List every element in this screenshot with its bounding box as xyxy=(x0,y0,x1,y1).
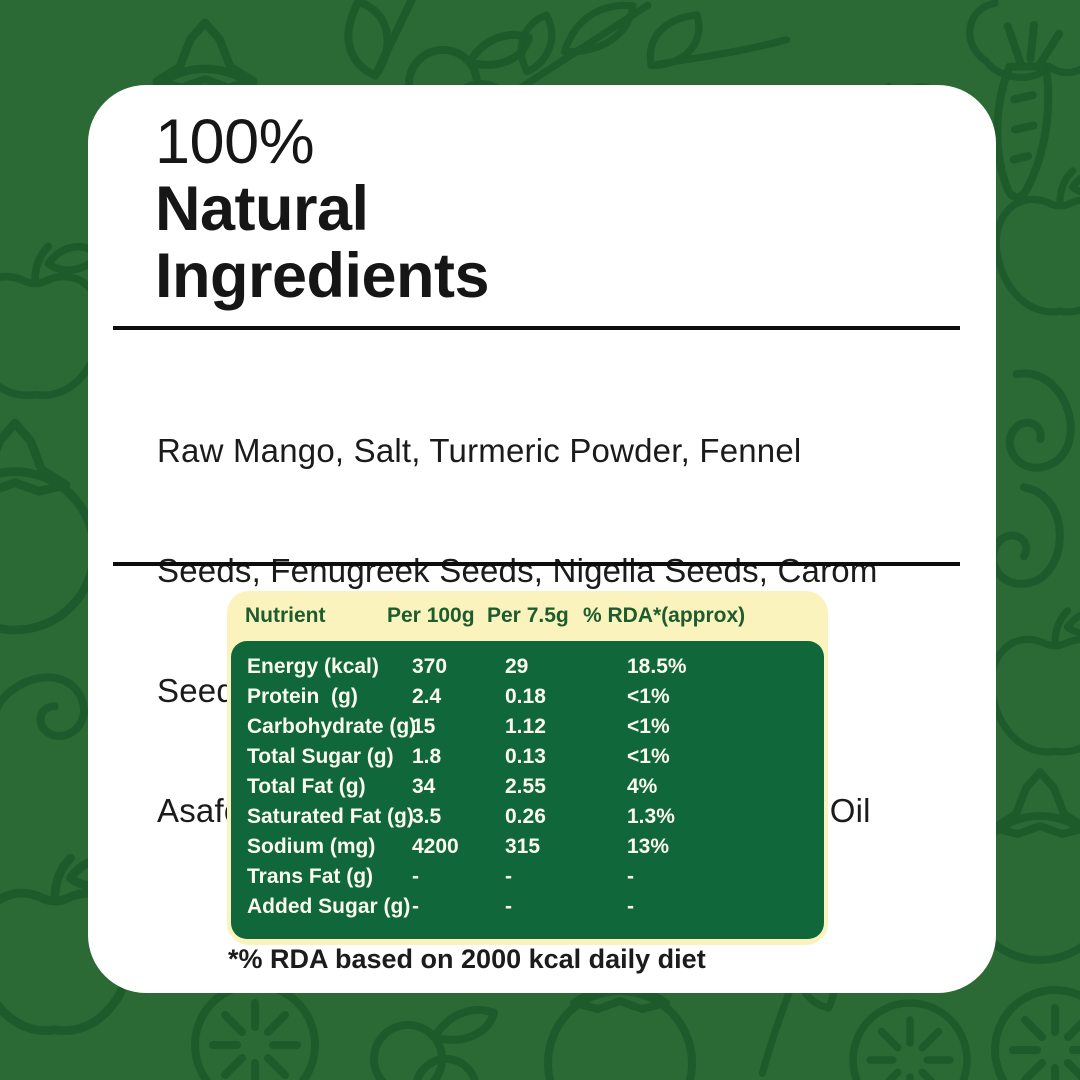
page-title: 100% Natural Ingredients xyxy=(155,107,490,311)
cell-nutrient: Total Fat (g) xyxy=(247,775,366,798)
cell-rda: <1% xyxy=(627,685,670,708)
citrus-doodle-icon xyxy=(995,990,1080,1080)
rda-footnote: *% RDA based on 2000 kcal daily diet xyxy=(228,944,706,974)
cell-per7-5g: - xyxy=(505,895,512,918)
info-card: 100% Natural Ingredients Raw Mango, Salt… xyxy=(88,85,996,993)
cell-nutrient: Trans Fat (g) xyxy=(247,865,374,888)
cell-per7-5g: 1.12 xyxy=(505,715,546,738)
cell-per100g: 1.8 xyxy=(412,745,442,768)
citrus-doodle-icon xyxy=(195,985,315,1080)
cell-per100g: 370 xyxy=(412,655,448,678)
heading-natural: Natural xyxy=(155,174,369,244)
cell-per100g: 34 xyxy=(412,775,436,798)
ingredients-line: Seeds, Fenugreek Seeds, Nigella Seeds, C… xyxy=(157,552,878,589)
apple-doodle-icon xyxy=(0,246,102,395)
divider-top xyxy=(113,326,960,330)
table-row: Added Sugar (g) - - - xyxy=(247,892,824,922)
cell-rda: 18.5% xyxy=(627,655,687,678)
cell-per100g: 4200 xyxy=(412,835,459,858)
col-header-per100g: Per 100g xyxy=(387,604,475,627)
col-header-per7-5g: Per 7.5g xyxy=(487,604,569,627)
cell-rda: - xyxy=(627,895,634,918)
col-header-nutrient: Nutrient xyxy=(245,604,326,627)
cell-per7-5g: - xyxy=(505,865,512,888)
cell-nutrient: Energy (kcal) xyxy=(247,655,379,678)
cell-per7-5g: 0.18 xyxy=(505,685,546,708)
cell-per7-5g: 315 xyxy=(505,835,541,858)
divider-bottom xyxy=(113,562,960,566)
cell-per100g: 2.4 xyxy=(412,685,442,708)
table-row: Trans Fat (g) - - - xyxy=(247,862,824,892)
cell-nutrient: Added Sugar (g) xyxy=(247,895,411,918)
table-row: Carbohydrate (g) 15 1.12 <1% xyxy=(247,712,824,742)
table-body: Energy (kcal) 370 29 18.5% Protein (g) 2… xyxy=(231,641,824,939)
cell-nutrient: Sodium (mg) xyxy=(247,835,376,858)
table-row: Protein (g) 2.4 0.18 <1% xyxy=(247,682,824,712)
table-header-row: Nutrient Per 100g Per 7.5g % RDA*(approx… xyxy=(227,591,828,641)
swirl-doodle-icon xyxy=(0,666,91,759)
cell-rda: 1.3% xyxy=(627,805,675,828)
cell-rda: <1% xyxy=(627,715,670,738)
cell-per7-5g: 0.13 xyxy=(505,745,546,768)
cell-nutrient: Total Sugar (g) xyxy=(247,745,394,768)
cell-nutrient: Carbohydrate (g) xyxy=(247,715,417,738)
cell-rda: <1% xyxy=(627,745,670,768)
cell-per7-5g: 0.26 xyxy=(505,805,546,828)
leaf-doodle-icon xyxy=(322,0,480,81)
cell-nutrient: Saturated Fat (g) xyxy=(247,805,414,828)
table-row: Total Fat (g) 34 2.55 4% xyxy=(247,772,824,802)
cell-per7-5g: 29 xyxy=(505,655,529,678)
swirl-doodle-icon xyxy=(989,484,1068,590)
cell-per100g: - xyxy=(412,865,419,888)
cell-rda: - xyxy=(627,865,634,888)
citrus-doodle-icon xyxy=(853,1003,967,1080)
swirl-doodle-icon xyxy=(998,366,1077,472)
berries-doodle-icon xyxy=(374,1010,494,1080)
table-row: Total Sugar (g) 1.8 0.13 <1% xyxy=(247,742,824,772)
cell-per100g: - xyxy=(412,895,419,918)
cell-per100g: 15 xyxy=(412,715,436,738)
cell-nutrient: Protein (g) xyxy=(247,685,358,708)
carrot-doodle-icon xyxy=(990,22,1060,199)
table-row: Saturated Fat (g) 3.5 0.26 1.3% xyxy=(247,802,824,832)
tomato-doodle-icon xyxy=(0,423,94,630)
cell-rda: 4% xyxy=(627,775,658,798)
cell-per100g: 3.5 xyxy=(412,805,442,828)
apple-doodle-icon xyxy=(991,611,1080,752)
nutrition-table: Nutrient Per 100g Per 7.5g % RDA*(approx… xyxy=(227,591,828,945)
cell-per7-5g: 2.55 xyxy=(505,775,546,798)
col-header-rda: % RDA*(approx) xyxy=(583,604,746,627)
table-row: Energy (kcal) 370 29 18.5% xyxy=(247,652,824,682)
cell-rda: 13% xyxy=(627,835,670,858)
heading-ingredients: Ingredients xyxy=(155,241,490,311)
table-row: Sodium (mg) 4200 315 13% xyxy=(247,832,824,862)
ingredients-line: Raw Mango, Salt, Turmeric Powder, Fennel xyxy=(157,432,802,469)
heading-percent: 100% xyxy=(155,107,315,177)
